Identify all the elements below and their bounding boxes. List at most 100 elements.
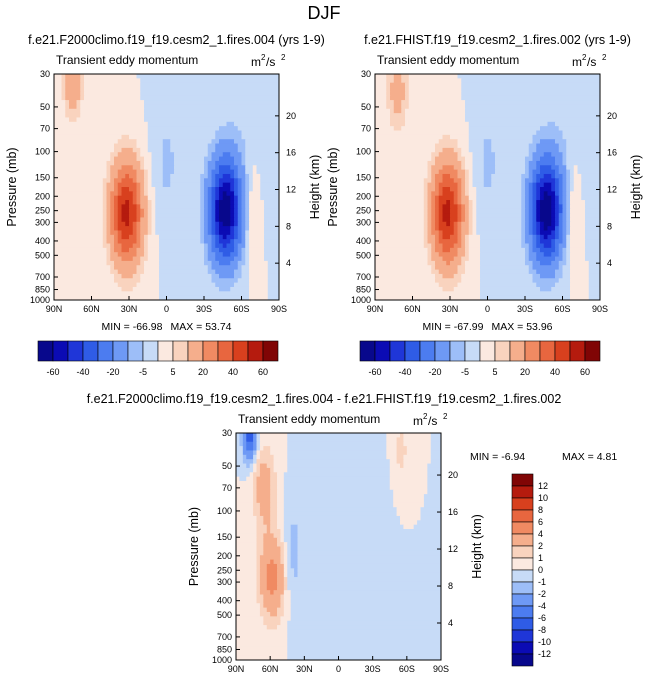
contour-cell	[204, 260, 213, 266]
contour-cell	[236, 598, 258, 604]
contour-cell	[465, 169, 470, 175]
contour-cell	[287, 459, 391, 465]
colorbar-swatch	[232, 340, 249, 362]
contour-cell	[562, 187, 567, 192]
contour-cell	[230, 260, 239, 266]
contour-cell	[259, 555, 282, 561]
contour-cell	[117, 182, 138, 188]
contour-cell	[525, 213, 530, 219]
contour-cell	[215, 208, 220, 214]
contour-cell	[249, 472, 254, 478]
contour-cell	[84, 87, 141, 92]
contour-cell	[453, 286, 481, 292]
contour-cell	[525, 204, 530, 210]
contour-cell	[230, 230, 235, 236]
y-tick-label: 700	[35, 272, 50, 282]
height-tick-label: 8	[286, 221, 291, 231]
contour-cell	[396, 511, 422, 517]
colorbar-label: -40	[398, 367, 411, 377]
contour-cell	[480, 252, 526, 258]
contour-cell	[442, 243, 455, 249]
contour-cell	[390, 113, 406, 119]
contour-cell	[588, 295, 600, 300]
contour-cell	[259, 559, 271, 565]
contour-cell	[132, 147, 141, 153]
contour-cell	[287, 620, 441, 626]
contour-cell	[573, 182, 582, 188]
contour-cell	[280, 529, 285, 535]
contour-cell	[270, 446, 288, 452]
contour-cell	[375, 91, 387, 97]
contour-cell	[405, 108, 466, 114]
contour-cell	[555, 173, 564, 179]
contour-cell	[562, 273, 571, 279]
colorbar-swatch	[554, 340, 571, 362]
contour-cell	[435, 247, 444, 253]
contour-cell	[236, 454, 244, 460]
contour-cell	[155, 213, 201, 219]
contour-cell	[159, 247, 205, 253]
contour-cell	[245, 143, 279, 149]
contour-cell	[277, 481, 285, 486]
contour-cell	[558, 165, 567, 171]
contour-cell	[375, 95, 387, 101]
contour-cell	[136, 252, 145, 258]
y-tick-label: 250	[217, 565, 232, 575]
contour-cell	[54, 208, 104, 214]
contour-cell	[236, 494, 254, 500]
contour-cell	[144, 239, 149, 245]
contour-cell	[253, 494, 258, 500]
contour-cell	[264, 239, 279, 245]
contour-cell	[136, 182, 141, 188]
contour-cell	[566, 256, 571, 262]
contour-cell	[144, 252, 149, 258]
x-tick-label: 0	[485, 304, 490, 314]
contour-cell	[245, 147, 279, 153]
contour-cell	[585, 221, 600, 227]
contour-cell	[80, 100, 145, 106]
contour-cell	[246, 476, 254, 482]
contour-cell	[270, 498, 278, 504]
contour-cell	[483, 178, 492, 184]
contour-cell	[207, 243, 213, 249]
contour-cell	[465, 239, 470, 245]
contour-cell	[540, 234, 545, 240]
contour-cell	[144, 113, 279, 119]
contour-cell	[226, 234, 235, 240]
contour-cell	[215, 134, 243, 140]
contour-cell	[65, 108, 81, 114]
contour-cell	[468, 200, 474, 205]
colorbar-label: 5	[170, 367, 175, 377]
contour-cell	[521, 173, 530, 179]
contour-cell	[555, 226, 560, 232]
contour-cell	[236, 603, 261, 609]
contour-cell	[241, 178, 246, 184]
contour-cell	[144, 108, 279, 114]
contour-cell	[106, 234, 115, 240]
contour-cell	[476, 213, 522, 219]
contour-cell	[435, 221, 440, 227]
contour-cell	[211, 191, 216, 197]
panel-title: f.e21.FHIST.f19_f19.cesm2_1.fires.002 (y…	[364, 33, 631, 47]
contour-cell	[54, 260, 108, 266]
contour-cell	[219, 187, 231, 192]
colorbar-swatch	[247, 340, 264, 362]
contour-cell	[438, 204, 444, 210]
contour-cell	[114, 160, 141, 166]
contour-cell	[468, 213, 474, 219]
max-label: MAX = 4.81	[562, 451, 617, 463]
contour-cell	[468, 182, 474, 188]
contour-cell	[200, 195, 205, 201]
contour-cell	[215, 230, 220, 236]
contour-cell	[106, 195, 111, 201]
contour-cell	[375, 213, 425, 219]
contour-cell	[270, 524, 278, 530]
contour-cell	[140, 91, 279, 97]
contour-cell	[435, 160, 462, 166]
contour-cell	[273, 467, 288, 473]
contour-cell	[144, 160, 153, 166]
colorbar-swatch	[511, 545, 534, 559]
contour-cell	[297, 555, 441, 561]
contour-cell	[438, 269, 459, 275]
contour-cell	[140, 260, 145, 266]
